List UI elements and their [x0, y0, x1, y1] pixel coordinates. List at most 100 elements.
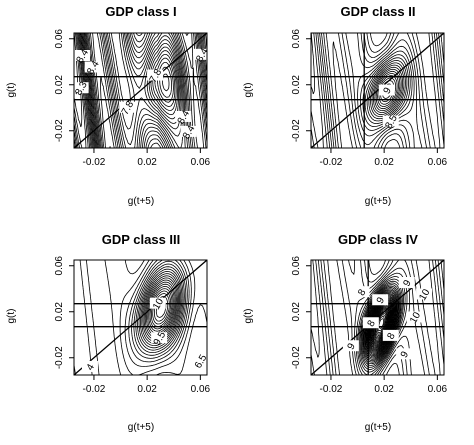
contour-label-bg [382, 115, 399, 127]
panel-title: GDP class III [102, 232, 181, 247]
y-tick-label: 0.02 [54, 302, 65, 322]
contour-label-bg [382, 329, 399, 341]
panel-title: GDP class IV [338, 232, 418, 247]
y-tick-label: -0.02 [54, 119, 65, 142]
contour-panel-class-iii: GDP class III 4 10 9.5 6.5 -0.02 0.02 0.06 -0.0… [0, 222, 237, 444]
x-tick-label: 0.02 [374, 157, 394, 168]
contour-label-bg [180, 125, 197, 137]
x-tick-label: 0.06 [191, 384, 211, 395]
contour-line [133, 260, 187, 356]
contour-label: 10 [151, 296, 166, 312]
contour-line [369, 33, 401, 148]
x-axis-label: g(t+5) [365, 422, 391, 433]
contour-line [368, 260, 400, 375]
diagonal-line [74, 260, 207, 375]
contour-line [323, 260, 444, 375]
contour-label: 8 [386, 331, 399, 342]
y-axis-label: g(t) [243, 309, 254, 324]
x-axis-label: g(t+5) [128, 422, 154, 433]
y-tick-label: 0.06 [291, 256, 302, 276]
contour-label: 10 [417, 287, 432, 303]
contour-label: 10 [408, 310, 423, 326]
contour-label: 4 [85, 362, 98, 373]
y-tick-label: -0.02 [54, 346, 65, 369]
contour-lines: 8.48.48.37.87.88.48.48.4 [74, 33, 207, 148]
contour-line [325, 33, 444, 148]
x-tick-label: -0.02 [83, 157, 106, 168]
plot-frame [310, 259, 445, 376]
y-tick-label: 0.02 [54, 75, 65, 95]
contour-label-bg [398, 277, 415, 288]
contour-label: 6.5 [193, 353, 210, 371]
contour-label: 9 [346, 341, 359, 352]
contour-label-bg [193, 48, 207, 60]
contour-label-bg [74, 82, 89, 94]
x-tick-label: -0.02 [320, 384, 343, 395]
y-tick-label: -0.02 [291, 346, 302, 369]
y-tick-label: 0.06 [291, 29, 302, 49]
contour-line [311, 260, 444, 375]
x-tick-label: 0.02 [137, 157, 157, 168]
contour-label: 9 [401, 278, 414, 289]
y-tick-label: 0.06 [54, 29, 65, 49]
x-tick-label: 0.06 [428, 384, 448, 395]
contour-panel-class-i: GDP class I 8.4 8.4 8.3 7.8 7.8 8.4 8.4 8.4 -0.0… [0, 0, 237, 222]
panel-title: GDP class II [341, 4, 416, 19]
plot-frame [310, 32, 445, 149]
y-axis-label: g(t) [6, 309, 17, 324]
y-tick-label: 0.06 [54, 256, 65, 276]
contour-lines: 98.5 [311, 33, 444, 148]
contour-label: 9 [399, 349, 412, 360]
contour-label-bg [175, 110, 192, 122]
panel-title: GDP class I [105, 4, 176, 19]
contour-label: 9 [375, 295, 388, 306]
contour-label-bg [192, 355, 207, 367]
contour-label-bg [396, 348, 413, 360]
y-axis-label: g(t) [243, 83, 254, 98]
plot-area: 8.48.48.37.87.88.48.48.4 -0.02 0.02 0.06 -0.… [54, 29, 211, 168]
contour-label-bg [342, 340, 359, 352]
contour-line [368, 62, 406, 120]
diagonal-line [74, 33, 207, 148]
contour-label-bg [119, 101, 136, 113]
x-tick-label: -0.02 [320, 157, 343, 168]
contour-label-bg [406, 311, 423, 323]
contour-plot-svg: GDP class II 98.5 -0.02 0.02 0.06 -0.02 0.02 0… [243, 4, 448, 207]
contour-label-bg [353, 286, 370, 298]
contour-label-bg [149, 297, 166, 309]
contour-label-bg [147, 69, 164, 81]
contour-label: 8 [366, 318, 379, 329]
plot-frame [73, 259, 208, 376]
contour-line [370, 64, 405, 117]
y-tick-label: -0.02 [291, 119, 302, 142]
contour-panel-class-ii: GDP class II 9 8.5 -0.02 0.02 0.06 -0.02 0.02 0… [237, 0, 474, 222]
contour-label-bg [362, 317, 379, 329]
contour-label-bg [378, 84, 395, 96]
x-tick-label: 0.02 [374, 384, 394, 395]
x-axis-label: g(t+5) [128, 196, 154, 207]
contour-line [321, 33, 444, 148]
contour-label-bg [81, 360, 98, 372]
contour-label-bg [151, 332, 168, 344]
contour-line [327, 260, 441, 375]
x-axis-label: g(t+5) [365, 196, 391, 207]
contour-line [128, 260, 190, 363]
x-tick-label: -0.02 [83, 384, 106, 395]
contour-label-bg [84, 61, 101, 73]
y-tick-label: 0.02 [291, 302, 302, 322]
contour-label: 9 [382, 85, 395, 96]
plot-frame [73, 32, 208, 149]
contour-line [376, 314, 386, 334]
contour-label-bg [416, 288, 433, 300]
contour-panel-class-iv: GDP class IV 8 9 9 8 8 10 10 9 9 -0.02 0.02 0.06 -0.… [237, 222, 474, 444]
contour-line [135, 263, 185, 353]
contour-plot-svg: GDP class I 8.48.48.37.87.88.48.48.4 -0.0… [6, 4, 211, 207]
contour-label-bg [74, 50, 90, 61]
contour-line [147, 283, 175, 334]
x-tick-label: 0.02 [137, 384, 157, 395]
